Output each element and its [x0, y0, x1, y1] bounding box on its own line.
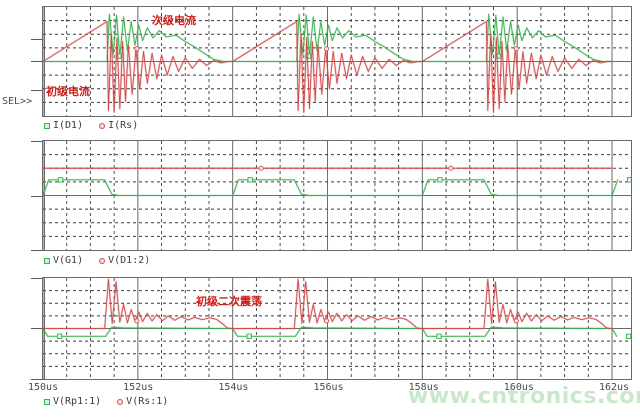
current-legend: I(D1) I(Rs) — [44, 120, 138, 131]
legend-label-vd12[interactable]: V(D1:2) — [108, 255, 151, 266]
legend-square-marker-id1 — [44, 122, 50, 129]
legend-square-marker-vrp11 — [44, 398, 50, 405]
secondary-current-annotation: 次级电流 — [152, 14, 196, 27]
x-tick-label-0: 150us — [28, 382, 59, 393]
legend-square-marker-vg1 — [44, 257, 50, 264]
voltage-plot-area[interactable] — [42, 277, 632, 380]
gate-ytick-mark-2 — [31, 250, 42, 251]
voltage-ytick-mark-1 — [31, 328, 42, 329]
legend-label-vrp11[interactable]: V(Rp1:1) — [53, 396, 102, 407]
legend-circle-marker-irs — [99, 122, 106, 129]
current-plot-area[interactable] — [42, 6, 632, 117]
legend-label-id1[interactable]: I(D1) — [53, 120, 84, 131]
sel-marker: SEL>> — [2, 96, 33, 107]
voltage-ytick-mark-0 — [31, 278, 42, 279]
x-tick-label-5: 160us — [503, 382, 534, 393]
legend-label-vrs1[interactable]: V(Rs:1) — [126, 396, 169, 407]
oscillation-annotation: 初级二次震荡 — [196, 295, 262, 308]
x-tick-label-2: 154us — [218, 382, 249, 393]
current-ytick-mark-1 — [31, 61, 42, 62]
legend-circle-marker-vrs1 — [117, 398, 124, 405]
legend-label-vg1[interactable]: V(G1) — [53, 255, 84, 266]
gate-plot-area[interactable] — [42, 140, 632, 251]
gate-legend: V(G1) V(D1:2) — [44, 255, 150, 266]
x-tick-label-3: 156us — [313, 382, 344, 393]
gate-ytick-mark-1 — [31, 196, 42, 197]
legend-circle-marker-vd12 — [99, 257, 106, 264]
legend-label-irs[interactable]: I(Rs) — [108, 120, 139, 131]
current-ytick-mark-2 — [31, 90, 42, 91]
voltage-legend: V(Rp1:1) V(Rs:1) — [44, 396, 168, 407]
voltage-ytick-mark-2 — [31, 379, 42, 380]
x-tick-label-4: 158us — [408, 382, 439, 393]
x-tick-label-6: 162us — [598, 382, 630, 393]
site-watermark: www.cntronics.com — [408, 384, 640, 409]
x-tick-label-1: 152us — [123, 382, 154, 393]
primary-current-annotation: 初级电流 — [46, 85, 90, 98]
gate-ytick-mark-0 — [31, 141, 42, 142]
current-ytick-mark-0 — [31, 39, 42, 40]
